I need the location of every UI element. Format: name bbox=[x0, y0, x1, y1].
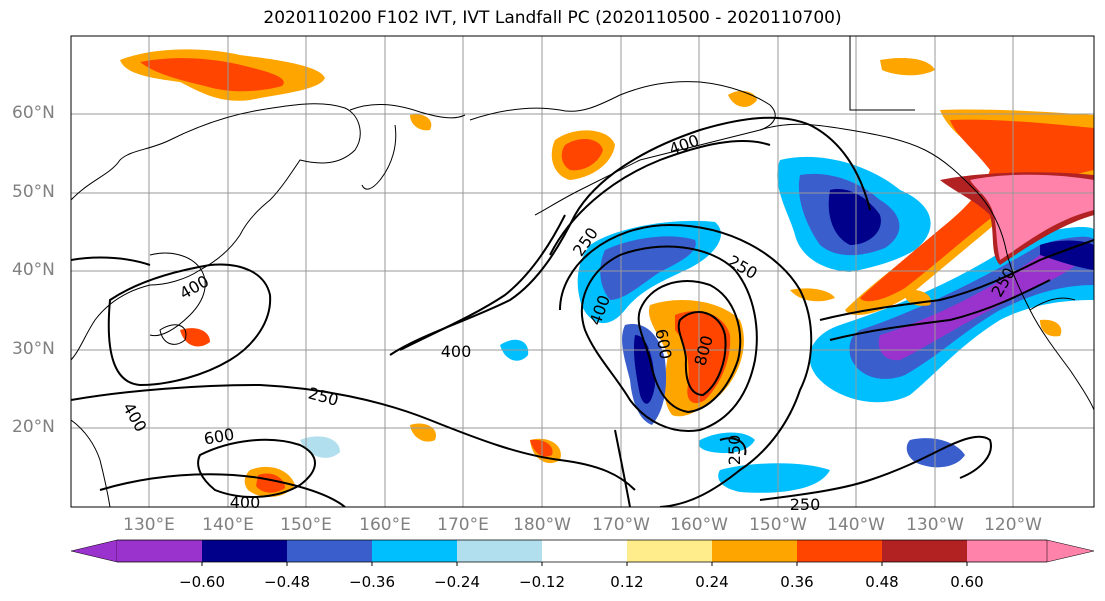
colorbar-segment bbox=[797, 540, 882, 562]
colorbar-tick-label: 0.36 bbox=[780, 573, 814, 591]
lon-label: 120°W bbox=[984, 515, 1042, 535]
lat-label: 60°N bbox=[12, 103, 55, 123]
lon-label: 160°W bbox=[670, 515, 728, 535]
colorbar-segment bbox=[372, 540, 457, 562]
colorbar-segment bbox=[882, 540, 967, 562]
colorbar-segment bbox=[287, 540, 372, 562]
lat-label: 30°N bbox=[12, 339, 55, 359]
shading-central-blue bbox=[577, 220, 721, 324]
colorbar-tick-label: 0.60 bbox=[950, 573, 984, 591]
coastlines bbox=[71, 36, 1094, 507]
ivt-contours bbox=[71, 116, 1094, 507]
colorbar-segment bbox=[202, 540, 287, 562]
lon-label: 150°E bbox=[280, 515, 332, 535]
map-frame bbox=[70, 35, 1095, 508]
colorbar-tick-label: 0.24 bbox=[695, 573, 729, 591]
lon-label: 170°E bbox=[437, 515, 489, 535]
colorbar-tick-label: −0.60 bbox=[179, 573, 225, 591]
graticule bbox=[71, 36, 1094, 507]
colorbar-high-arrow bbox=[1046, 539, 1095, 563]
colorbar-tick-label: −0.48 bbox=[264, 573, 310, 591]
colorbar-tick-label: −0.24 bbox=[434, 573, 480, 591]
lon-label: 140°W bbox=[827, 515, 885, 535]
shading-nw-america bbox=[845, 109, 1094, 315]
lon-label: 170°W bbox=[592, 515, 650, 535]
lon-label: 180°W bbox=[513, 515, 571, 535]
colorbar-segment bbox=[967, 540, 1047, 562]
contour-label: 400 bbox=[230, 493, 261, 512]
map-title: 2020110200 F102 IVT, IVT Landfall PC (20… bbox=[263, 8, 842, 28]
contour-label: 250 bbox=[790, 495, 821, 514]
colorbar-segment bbox=[117, 540, 202, 562]
contour-label: 250 bbox=[725, 435, 744, 466]
lon-label: 130°W bbox=[906, 515, 964, 535]
contour-label: 400 bbox=[441, 342, 472, 361]
shading-gulf-alaska bbox=[777, 156, 931, 272]
colorbar-tick-label: 0.12 bbox=[610, 573, 644, 591]
lon-label: 160°E bbox=[359, 515, 411, 535]
shading-okhotsk bbox=[120, 49, 325, 101]
colorbar bbox=[70, 539, 1095, 566]
lat-label: 50°N bbox=[12, 182, 55, 202]
lat-label: 20°N bbox=[12, 417, 55, 437]
lon-label: 140°E bbox=[202, 515, 254, 535]
colorbar-segment bbox=[542, 540, 627, 562]
colorbar-segment bbox=[627, 540, 712, 562]
lat-label: 40°N bbox=[12, 260, 55, 280]
colorbar-tick-label: −0.12 bbox=[519, 573, 565, 591]
colorbar-segment bbox=[457, 540, 542, 562]
colorbar-low-arrow bbox=[70, 539, 118, 563]
lon-label: 130°E bbox=[123, 515, 175, 535]
colorbar-tick-label: 0.48 bbox=[865, 573, 899, 591]
lon-label: 150°W bbox=[749, 515, 807, 535]
colorbar-segment bbox=[712, 540, 797, 562]
colorbar-tick-label: −0.36 bbox=[349, 573, 395, 591]
